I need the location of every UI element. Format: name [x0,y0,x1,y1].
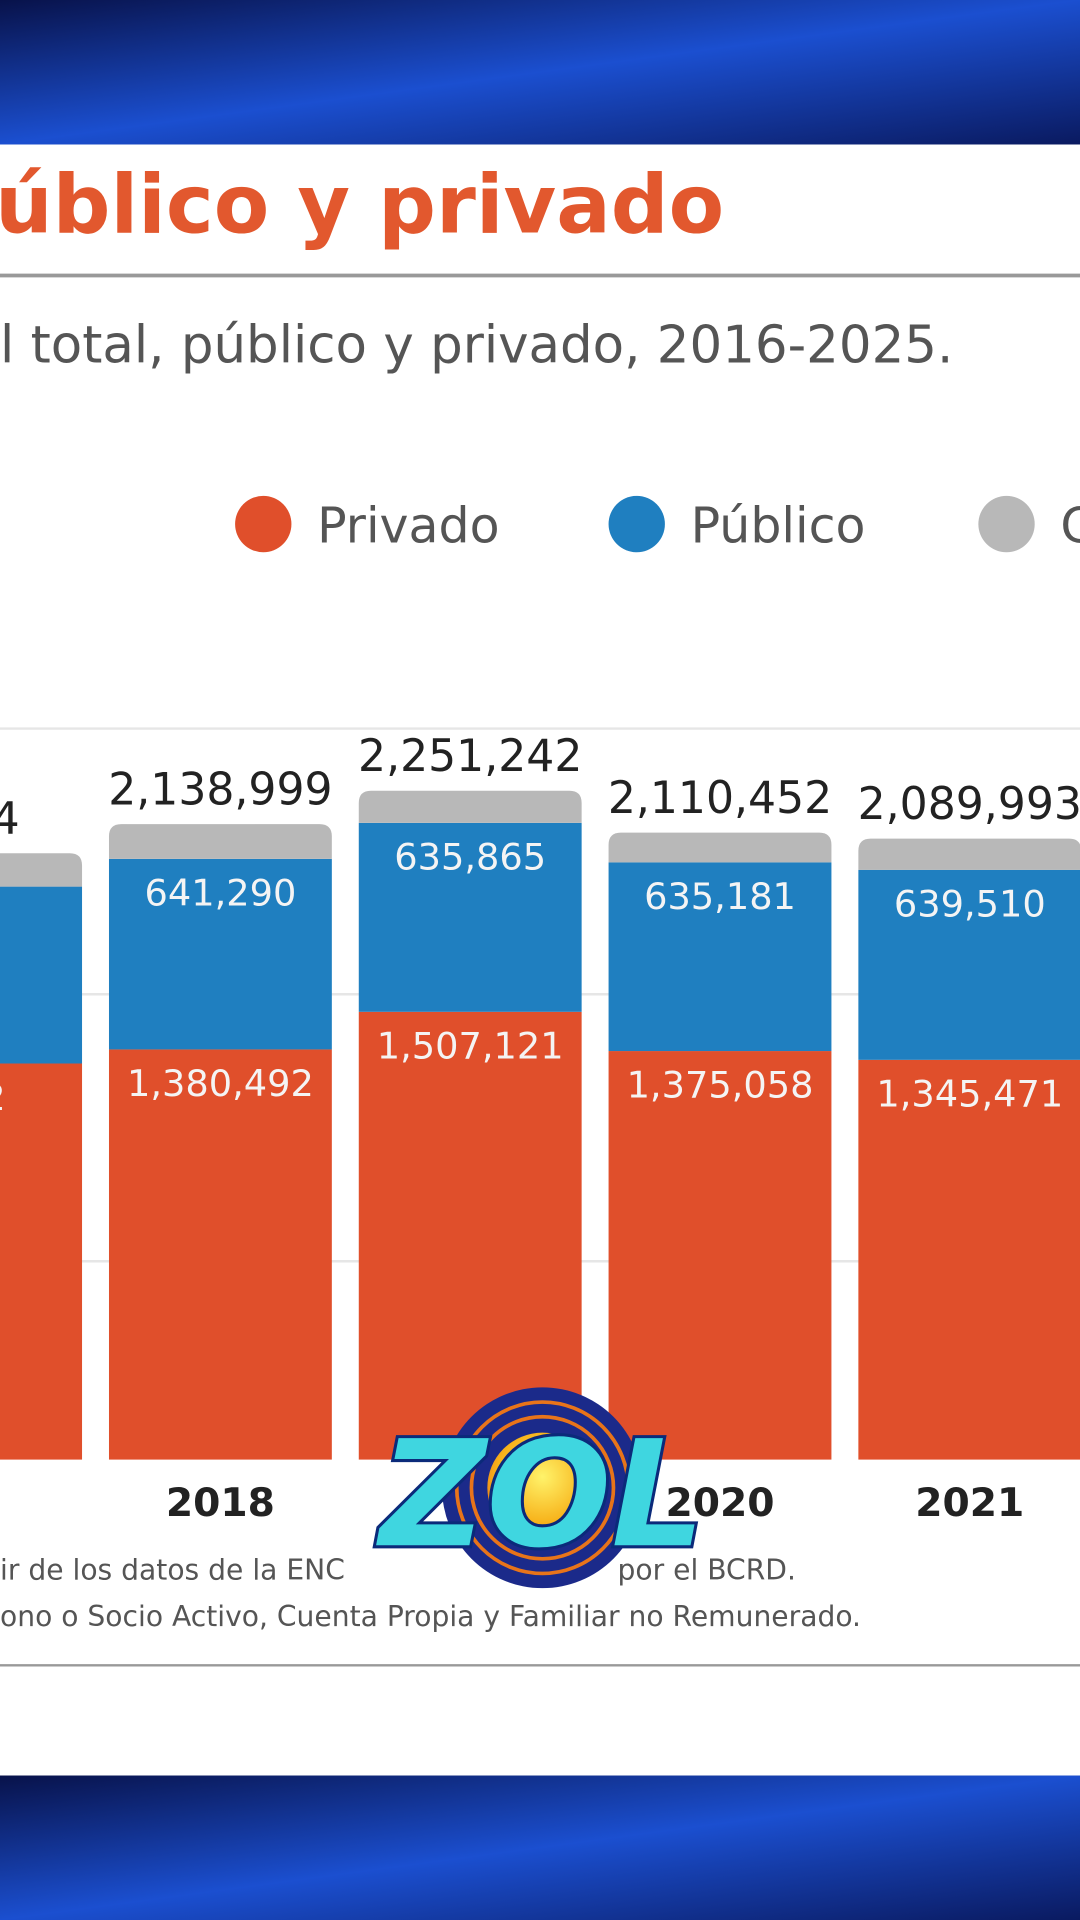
top-band [0,0,1080,145]
logo-text: ZOL [376,1409,705,1580]
legend-swatch [978,495,1035,553]
value-label: 641,290 [144,871,296,914]
legend-swatch [608,495,665,553]
bar-segment [358,822,582,1012]
value-label: 1,345,471 [876,1072,1063,1115]
value-label: 142 [0,1076,6,1119]
logo-ring [454,1400,630,1576]
legend-swatch [235,495,292,553]
logo-sun [487,1432,598,1543]
x-tick-label: 2018 [166,1481,275,1526]
bar-segment [108,824,332,859]
bar-segment [858,869,1080,1060]
footnote: por el BCRD. [618,1554,796,1587]
bar-segment [358,1011,582,1460]
bar-segment [0,853,83,887]
legend-label: Público [691,497,866,554]
total-label: 2,110,452 [608,773,832,824]
value-label: 1,380,492 [127,1062,314,1105]
bar-segment [108,1049,332,1460]
value-label: 635,865 [394,835,546,878]
chart-subtitle: l total, público y privado, 2016-2025. [0,315,953,375]
bar-segment [358,790,582,823]
bar-segment [0,886,83,1064]
x-tick-label: 2020 [665,1481,774,1526]
plot: PrivadoPúblicoC14214,88471,380,492641,29… [0,495,1080,1633]
bar-segment [108,858,332,1050]
total-label: 2,138,999 [108,764,332,815]
bar-segment [0,1063,83,1460]
logo: ZOL [373,1387,708,1589]
value-label: 1,375,058 [627,1064,814,1107]
value-label: 639,510 [894,882,1046,925]
total-label: 2,251,242 [358,731,582,782]
bar-segment [608,1051,832,1460]
bar-segment [608,832,832,863]
logo-ring [469,1414,616,1561]
total-label: 2,089,993 [858,779,1080,830]
bottom-band [0,1775,1080,1920]
x-tick-label: 2021 [915,1481,1024,1526]
footnote: ir de los datos de la ENC [0,1554,345,1587]
bar-segment [858,1059,1080,1460]
chart-title: úblico y privado [0,159,724,253]
bar-segment [858,838,1080,870]
value-label: 1,507,121 [377,1024,564,1067]
legend-label: C [1060,497,1080,554]
value-label: 635,181 [644,875,796,918]
legend-label: Privado [317,497,499,554]
bar-segment [608,862,832,1052]
total-label: ,884 [0,794,20,845]
footnote: ono o Socio Activo, Cuenta Propia y Fami… [0,1600,861,1633]
